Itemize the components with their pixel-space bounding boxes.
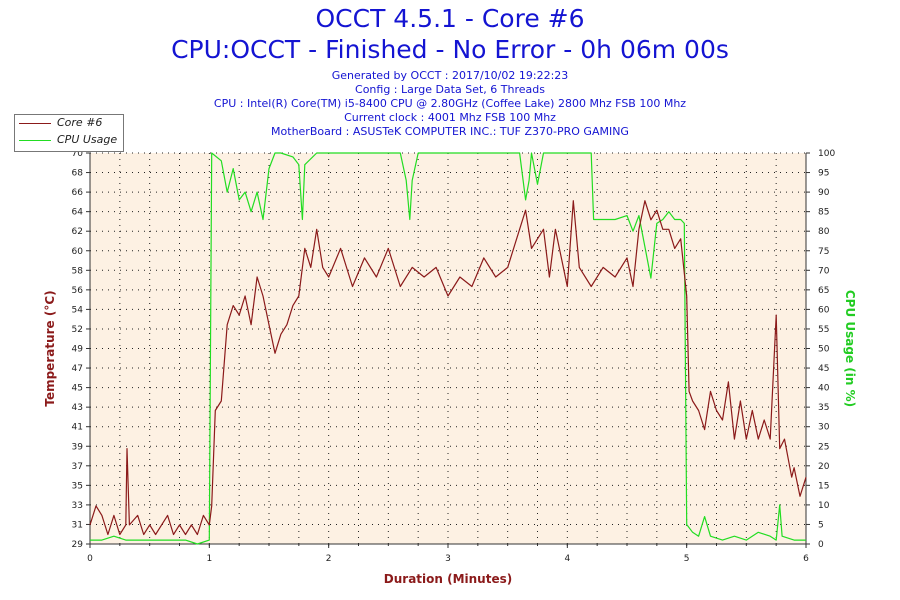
y-right-tick-label: 25 xyxy=(818,442,829,452)
series-line-cpu-usage xyxy=(90,152,806,545)
y-right-tick-label: 95 xyxy=(818,169,829,179)
y-right-tick-label: 30 xyxy=(818,423,830,433)
y-left-tick-label: 56 xyxy=(72,286,84,296)
series-line-core6 xyxy=(89,200,807,536)
x-tick-label: 3 xyxy=(445,554,451,564)
y-left-tick-label: 29 xyxy=(72,540,84,550)
generated-info: Generated by OCCT : 2017/10/02 19:22:23 xyxy=(331,69,569,82)
y-left-tick-label: 35 xyxy=(72,481,83,491)
chart-subtitle: CPU:OCCT - Finished - No Error - 0h 06m … xyxy=(171,35,729,64)
y-right-tick-label: 20 xyxy=(818,462,830,472)
motherboard-info: MotherBoard : ASUSTeK COMPUTER INC.: TUF… xyxy=(271,125,629,138)
cpu-info: CPU : Intel(R) Core(TM) i5-8400 CPU @ 2.… xyxy=(213,97,687,110)
legend-swatch-core xyxy=(19,123,51,124)
y-right-tick-label: 85 xyxy=(818,208,829,218)
x-tick-label: 4 xyxy=(564,554,570,564)
y-right-tick-label: 45 xyxy=(818,364,829,374)
config-info: Config : Large Data Set, 6 Threads xyxy=(355,83,545,96)
y-left-tick-label: 54 xyxy=(72,305,84,315)
x-tick-label: 2 xyxy=(326,554,332,564)
x-tick-label: 5 xyxy=(684,554,690,564)
plot-area xyxy=(90,153,806,544)
y-left-tick-label: 47 xyxy=(72,364,83,374)
chart-title: OCCT 4.5.1 - Core #6 xyxy=(315,4,585,33)
x-axis-title: Duration (Minutes) xyxy=(384,572,512,586)
y-left-tick-label: 70 xyxy=(72,149,84,159)
legend-label-cpu: CPU Usage xyxy=(57,133,118,146)
x-tick-label: 6 xyxy=(803,554,809,564)
legend-swatch-cpu xyxy=(19,140,51,141)
y-right-tick-label: 90 xyxy=(818,188,830,198)
y-right-tick-label: 55 xyxy=(818,325,829,335)
y-right-tick-label: 35 xyxy=(818,403,829,413)
legend-label-core: Core #6 xyxy=(57,116,103,129)
y-right-tick-label: 50 xyxy=(818,345,830,355)
y-left-tick-label: 43 xyxy=(72,403,83,413)
y-right-tick-label: 40 xyxy=(818,384,830,394)
y-left-tick-label: 39 xyxy=(72,442,84,452)
x-tick-label: 0 xyxy=(87,554,93,564)
y-left-tick-label: 31 xyxy=(72,520,83,530)
y-axis-left-title: Temperature (°C) xyxy=(43,290,57,406)
y-right-tick-label: 5 xyxy=(818,520,824,530)
y-left-tick-label: 41 xyxy=(72,423,83,433)
y-right-tick-label: 10 xyxy=(818,501,830,511)
y-right-tick-label: 0 xyxy=(818,540,824,550)
y-left-tick-label: 62 xyxy=(72,227,83,237)
y-left-tick-label: 45 xyxy=(72,384,83,394)
legend: Core #6 CPU Usage xyxy=(14,114,124,152)
y-left-tick-label: 52 xyxy=(72,325,83,335)
y-right-tick-label: 70 xyxy=(818,266,830,276)
y-right-tick-label: 100 xyxy=(818,149,835,159)
y-left-tick-label: 64 xyxy=(72,208,84,218)
y-right-tick-label: 75 xyxy=(818,247,829,257)
y-right-tick-label: 65 xyxy=(818,286,829,296)
y-right-tick-label: 15 xyxy=(818,481,829,491)
y-left-tick-label: 33 xyxy=(72,501,83,511)
y-axis-right-title: CPU Usage (in %) xyxy=(843,290,857,407)
y-right-tick-label: 80 xyxy=(818,227,830,237)
y-left-tick-label: 60 xyxy=(72,247,84,257)
x-tick-label: 1 xyxy=(206,554,212,564)
y-left-tick-label: 49 xyxy=(72,345,84,355)
y-left-tick-label: 58 xyxy=(72,266,84,276)
y-right-tick-label: 60 xyxy=(818,305,830,315)
y-left-tick-label: 37 xyxy=(72,462,83,472)
clock-info: Current clock : 4001 Mhz FSB 100 Mhz xyxy=(344,111,556,124)
y-left-tick-label: 66 xyxy=(72,188,84,198)
y-left-tick-label: 68 xyxy=(72,169,84,179)
